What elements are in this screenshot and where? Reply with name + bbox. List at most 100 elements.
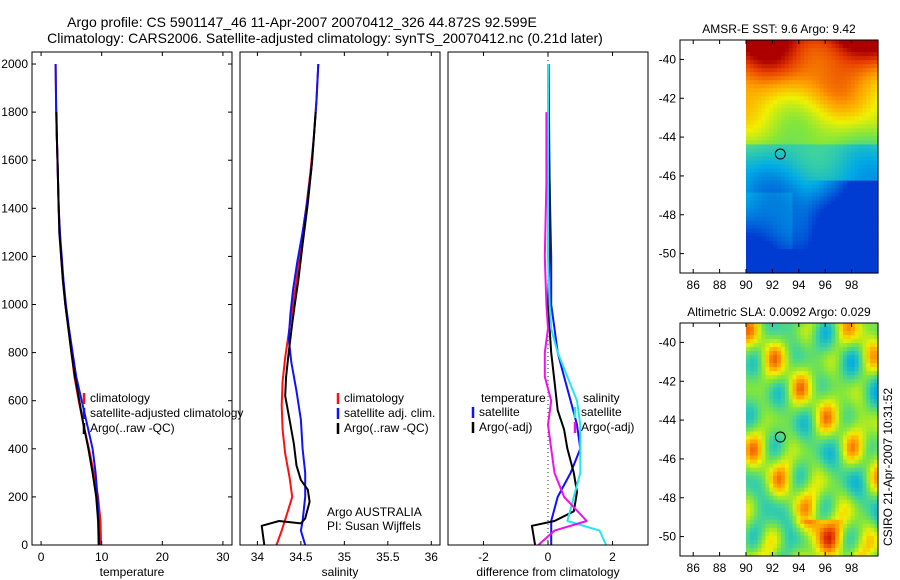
sla_map-heatmap-cell: [796, 483, 801, 489]
sst_map-heatmap-cell: [765, 180, 770, 186]
sst_map-heatmap-cell: [753, 220, 759, 226]
sst_map-heatmap-cell: [757, 144, 763, 150]
sst_map-heatmap-cell: [854, 120, 860, 125]
sst_map-heatmap-cell: [753, 92, 759, 97]
sla_map-heatmap-cell: [850, 539, 856, 545]
sla_map-heatmap-cell: [870, 487, 875, 493]
sst_map-heatmap-cell: [765, 224, 770, 230]
sst_map-heatmap-cell: [846, 188, 852, 194]
sla_map-heatmap-cell: [819, 467, 825, 473]
sla_map-heatmap-cell: [835, 539, 840, 545]
sla_map-heatmap-cell: [780, 387, 786, 392]
sla_map-heatmap-cell: [749, 483, 755, 489]
sla_map-heatmap-cell: [784, 531, 790, 537]
sst_map-heatmap-cell: [792, 168, 798, 174]
sst_map-heatmap-cell: [858, 76, 864, 81]
difference-xtick-label: 0: [545, 550, 552, 564]
sla_map-heatmap-cell: [765, 371, 770, 376]
sla_map-heatmap-cell: [784, 351, 790, 356]
sla_map-heatmap-cell: [777, 531, 782, 537]
sst_map-heatmap-cell: [846, 212, 852, 218]
sst_map-heatmap-cell: [761, 156, 767, 162]
sla_map-heatmap-cell: [850, 399, 856, 404]
sst_map-heatmap-cell: [773, 248, 778, 254]
sla_map-heatmap-cell: [757, 551, 763, 557]
sst_map-heatmap-cell: [831, 176, 836, 182]
sst_map-heatmap-cell: [874, 256, 879, 262]
sla_map-heatmap-cell: [831, 339, 836, 344]
sst_map-heatmap-cell: [780, 64, 786, 69]
sla_map-heatmap-cell: [846, 515, 852, 521]
sla_map-heatmap-cell: [746, 539, 751, 545]
difference-series-line: [547, 64, 608, 546]
sst_map-heatmap-cell: [769, 220, 774, 226]
sst_map-heatmap-cell: [753, 248, 759, 254]
sst_map-heatmap-cell: [812, 240, 817, 246]
sla_map-heatmap-cell: [765, 511, 770, 517]
sst_map-heatmap-cell: [804, 188, 809, 194]
sla_map-heatmap-cell: [823, 399, 829, 404]
sst_map-heatmap-cell: [749, 240, 755, 246]
sla_map-heatmap-cell: [835, 323, 840, 328]
sla_map-heatmap-cell: [827, 443, 833, 449]
sla_map-heatmap-cell: [769, 359, 774, 364]
sst_map-heatmap-cell: [874, 128, 879, 133]
sla_map-heatmap-cell: [784, 435, 790, 441]
sla_map-heatmap-cell: [765, 367, 770, 372]
sla_map-heatmap-cell: [800, 431, 805, 437]
sst_map-heatmap-cell: [777, 200, 782, 206]
sla_map-heatmap-cell: [870, 423, 875, 429]
sla_map-heatmap-cell: [753, 531, 759, 537]
sla_map-heatmap-cell: [769, 431, 774, 437]
sla_map-heatmap-cell: [846, 523, 852, 529]
sst_map-heatmap-cell: [846, 76, 852, 81]
sla_map-heatmap-cell: [874, 475, 879, 481]
sst_map-heatmap-cell: [780, 212, 786, 218]
sst_map-heatmap-cell: [831, 60, 836, 65]
sla_map-heatmap-cell: [749, 523, 755, 529]
sst_map-heatmap-cell: [746, 152, 751, 158]
sla_map-heatmap-cell: [827, 507, 833, 513]
sst_map-heatmap-cell: [850, 256, 856, 262]
sst_map-heatmap-cell: [804, 60, 809, 65]
sla_map-heatmap-cell: [870, 447, 875, 453]
sla_map-heatmap-cell: [788, 395, 794, 400]
sla_map-heatmap-cell: [815, 439, 821, 445]
sst_map-heatmap-cell: [823, 220, 829, 226]
sst_map-heatmap-cell: [858, 188, 864, 194]
sla_map-heatmap-cell: [780, 327, 786, 332]
sst_map-heatmap-cell: [800, 236, 805, 242]
sst_map-heatmap-cell: [827, 76, 833, 81]
sla_map-heatmap-cell: [749, 463, 755, 469]
sla_map-heatmap-cell: [854, 419, 860, 425]
sla_map-heatmap-cell: [796, 471, 801, 477]
sst_map-heatmap-cell: [858, 224, 864, 230]
sla_map-heatmap-cell: [746, 359, 751, 364]
sst_map-heatmap-cell: [773, 124, 778, 129]
sla_map-heatmap-cell: [874, 399, 879, 404]
sla_map-heatmap-cell: [765, 523, 770, 529]
sst_map-heatmap-cell: [765, 168, 770, 174]
sla_map-heatmap-cell: [749, 507, 755, 513]
sla_map-heatmap-cell: [812, 483, 817, 489]
sst_map-heatmap-cell: [866, 212, 871, 218]
sst_map-heatmap-cell: [870, 40, 875, 45]
sla_map-heatmap-cell: [839, 415, 844, 421]
sst_map-heatmap-cell: [858, 44, 864, 49]
sst_map-heatmap-cell: [800, 244, 805, 250]
sla_map-heatmap-cell: [800, 379, 805, 384]
sst_map-heatmap-cell: [862, 40, 867, 45]
sst_map-heatmap-cell: [827, 156, 833, 162]
sst_map-heatmap-cell: [846, 172, 852, 178]
sla_map-heatmap-cell: [784, 411, 790, 416]
sla_map-heatmap-cell: [874, 507, 879, 513]
sla_map-heatmap-cell: [788, 535, 794, 541]
sla_map-heatmap-cell: [812, 375, 817, 380]
sla_map-heatmap-cell: [874, 371, 879, 376]
sla_map-heatmap-cell: [808, 419, 813, 425]
sst_map-heatmap-cell: [777, 244, 782, 250]
sla_map-heatmap-cell: [761, 511, 767, 517]
sst_map-heatmap-cell: [858, 152, 864, 158]
sla_map-heatmap-cell: [815, 375, 821, 380]
sla_map-heatmap-cell: [812, 475, 817, 481]
